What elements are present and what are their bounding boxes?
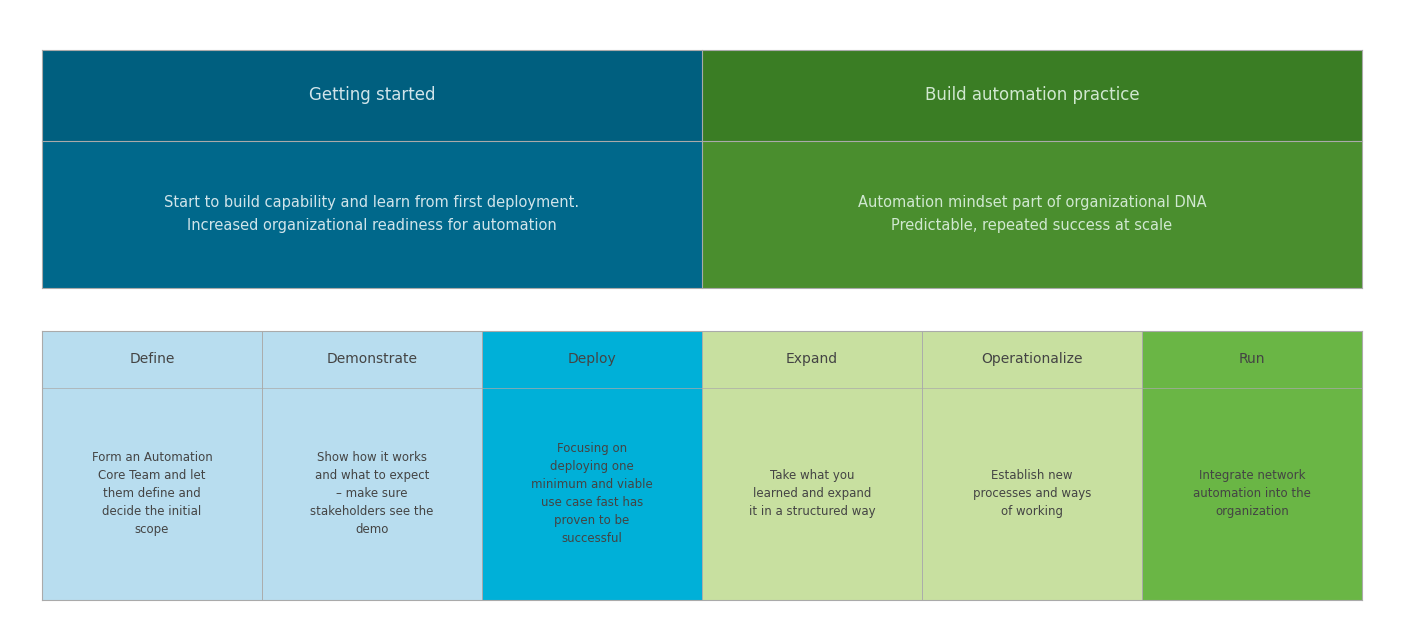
Text: Deploy: Deploy — [567, 352, 616, 366]
Text: Start to build capability and learn from first deployment.
Increased organizatio: Start to build capability and learn from… — [164, 196, 580, 232]
Text: Getting started: Getting started — [309, 86, 435, 104]
Text: Integrate network
automation into the
organization: Integrate network automation into the or… — [1193, 469, 1311, 518]
Text: Demonstrate: Demonstrate — [327, 352, 417, 366]
Text: Build automation practice: Build automation practice — [925, 86, 1139, 104]
Bar — [1141, 331, 1362, 600]
Text: Run: Run — [1238, 352, 1265, 366]
Text: Focusing on
deploying one
minimum and viable
use case fast has
proven to be
succ: Focusing on deploying one minimum and vi… — [531, 442, 653, 545]
Bar — [42, 50, 702, 141]
Bar — [42, 141, 702, 288]
Text: Take what you
learned and expand
it in a structured way: Take what you learned and expand it in a… — [748, 469, 875, 518]
Text: Define: Define — [129, 352, 174, 366]
Bar — [702, 50, 1362, 141]
Text: Form an Automation
Core Team and let
them define and
decide the initial
scope: Form an Automation Core Team and let the… — [91, 451, 212, 536]
Bar — [702, 331, 922, 600]
Text: Automation mindset part of organizational DNA
Predictable, repeated success at s: Automation mindset part of organizationa… — [858, 196, 1206, 232]
Text: Establish new
processes and ways
of working: Establish new processes and ways of work… — [973, 469, 1091, 518]
Bar — [482, 331, 702, 600]
Bar — [702, 141, 1362, 288]
Bar — [42, 331, 263, 600]
Text: Operationalize: Operationalize — [981, 352, 1082, 366]
Text: Show how it works
and what to expect
– make sure
stakeholders see the
demo: Show how it works and what to expect – m… — [310, 451, 434, 536]
Bar — [922, 331, 1141, 600]
Text: Expand: Expand — [786, 352, 838, 366]
Bar — [263, 331, 482, 600]
